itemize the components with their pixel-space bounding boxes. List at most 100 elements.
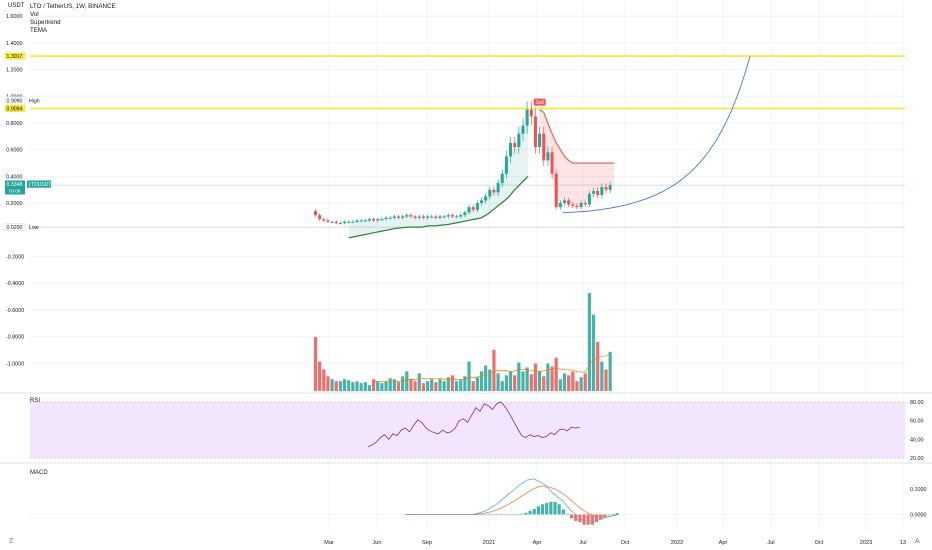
- volume-bar: [475, 377, 479, 391]
- x-tick-label: Jul: [579, 540, 586, 546]
- volume-bar: [558, 379, 562, 391]
- candle: [413, 216, 417, 218]
- macd-histogram-bar: [594, 514, 599, 523]
- candle: [475, 203, 479, 210]
- candle: [376, 219, 380, 221]
- volume-bar: [571, 371, 575, 391]
- legend-tema[interactable]: TEMA: [30, 27, 48, 34]
- volume-bar: [546, 363, 550, 391]
- candle: [504, 156, 508, 174]
- macd-histogram-bar: [603, 514, 607, 518]
- candle: [401, 216, 405, 218]
- rsi-tick-label: 80.00: [910, 400, 924, 406]
- volume-bar: [425, 381, 430, 391]
- y-tick-label: 0.8000: [6, 121, 23, 127]
- candle: [533, 116, 537, 148]
- volume-bars: [313, 293, 612, 391]
- y-tick-label: -0.6000: [6, 308, 24, 314]
- macd-histogram-bar: [482, 514, 487, 516]
- candle: [450, 215, 454, 217]
- candle: [330, 221, 334, 223]
- volume-bar: [338, 381, 342, 391]
- volume-bar: [500, 381, 504, 391]
- volume-ma-line: [373, 353, 611, 383]
- candle: [596, 191, 600, 196]
- volume-bar: [355, 381, 359, 391]
- candle: [334, 221, 338, 224]
- candle: [430, 216, 434, 218]
- candle: [417, 216, 421, 218]
- macd-signal-line: [405, 485, 619, 518]
- timezone-icon[interactable]: Z: [9, 538, 14, 545]
- candle: [496, 183, 500, 193]
- macd-histogram-bar: [545, 503, 549, 515]
- macd-tick-label: 0.0000: [910, 513, 927, 519]
- volume-bar: [430, 379, 434, 391]
- macd-histogram-bar: [586, 514, 590, 525]
- projection-curve: [562, 56, 751, 213]
- volume-bar: [417, 373, 421, 391]
- volume-bar: [583, 373, 587, 391]
- axes: 1.80001.60001.40001.20001.00000.80000.60…: [6, 14, 927, 546]
- volume-bar: [434, 382, 438, 391]
- volume-bar: [388, 378, 392, 391]
- candle: [500, 173, 504, 184]
- auto-scale-icon[interactable]: A: [915, 538, 920, 545]
- volume-bar: [517, 362, 521, 391]
- macd-histogram-bar: [565, 513, 570, 515]
- legend-title[interactable]: LTO / TetherUS, 1W, BINANCE: [30, 3, 116, 10]
- volume-bar: [538, 371, 542, 391]
- macd-histogram-bar: [590, 514, 594, 525]
- volume-bar: [313, 337, 318, 391]
- sell-badge: [533, 98, 546, 106]
- candle: [546, 152, 550, 161]
- volume-bar: [533, 363, 538, 391]
- macd-histogram-bar: [487, 514, 491, 516]
- candle: [405, 215, 409, 217]
- badge-low: 0.0200: [7, 225, 23, 231]
- supertrend: Sell: [348, 98, 615, 239]
- candle: [554, 173, 558, 208]
- candle: [446, 215, 450, 217]
- candle: [438, 216, 442, 218]
- x-tick-label: Apr: [533, 540, 542, 546]
- badge-low-box: [4, 223, 26, 231]
- badge-lower-line: 0.9094: [7, 106, 23, 112]
- macd-histogram-bar: [524, 512, 528, 515]
- macd-histogram-bar: [532, 508, 536, 515]
- volume-bar: [405, 371, 409, 391]
- volume-bar: [567, 375, 571, 391]
- macd-histogram-bar: [503, 514, 507, 516]
- badge-upper-line-box: [5, 52, 25, 60]
- macd-histogram-bar: [474, 514, 478, 516]
- volume-bar: [554, 357, 558, 391]
- volume-bar: [326, 376, 330, 391]
- candle: [367, 219, 371, 221]
- legend-supertrend[interactable]: Supertrend: [30, 19, 61, 26]
- macd-histogram-bar: [557, 504, 561, 515]
- volume-bar: [596, 342, 600, 391]
- macd-histogram-bar: [570, 514, 574, 519]
- volume-bar: [604, 369, 608, 391]
- candle: [542, 133, 546, 161]
- candle: [525, 109, 529, 126]
- volume-bar: [521, 371, 525, 391]
- volume-bar: [467, 361, 471, 391]
- candle: [442, 216, 446, 218]
- candle: [471, 207, 475, 210]
- x-tick-label: 2022: [671, 540, 683, 546]
- volume-bar: [401, 376, 405, 391]
- volume-bar: [484, 365, 488, 391]
- supertrend-down-fill: [539, 109, 615, 208]
- volume-bar: [608, 351, 612, 391]
- candle: [322, 219, 326, 221]
- macd-histogram-bar: [553, 501, 557, 515]
- candle: [608, 185, 612, 190]
- volume-bar: [384, 381, 388, 391]
- x-tick-label: Oct: [815, 540, 824, 546]
- volume-bar: [396, 382, 401, 391]
- volume-bar: [587, 293, 591, 391]
- legend-vol[interactable]: Vol: [30, 11, 39, 18]
- candle: [314, 211, 317, 216]
